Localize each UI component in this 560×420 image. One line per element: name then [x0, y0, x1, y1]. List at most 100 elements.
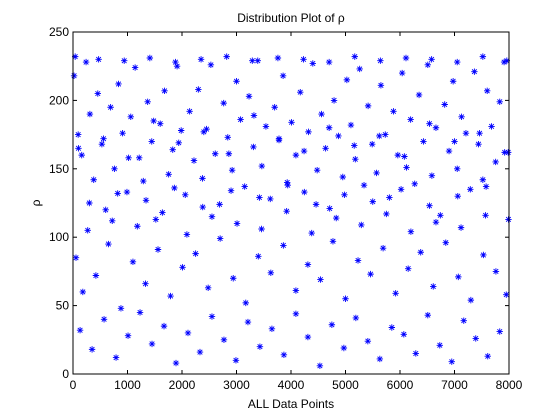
data-point	[313, 166, 321, 174]
x-tick-label: 3000	[223, 378, 250, 392]
data-point	[200, 128, 207, 136]
x-tick-label: 0	[70, 378, 77, 392]
data-point	[134, 223, 141, 230]
data-point	[449, 78, 457, 85]
data-point	[325, 124, 333, 131]
data-point	[403, 164, 410, 171]
data-point	[230, 275, 237, 282]
data-point	[250, 143, 257, 151]
data-point	[386, 194, 393, 201]
data-point	[84, 227, 91, 234]
data-point	[377, 82, 385, 89]
data-point	[136, 309, 144, 316]
data-point	[127, 113, 134, 121]
data-point	[471, 68, 478, 75]
y-tick-label: 250	[49, 25, 69, 39]
data-point	[165, 171, 172, 178]
data-point	[79, 288, 87, 296]
data-point	[428, 172, 436, 179]
data-point	[204, 284, 212, 292]
data-point	[340, 344, 348, 352]
data-point	[309, 60, 316, 67]
data-point	[241, 183, 248, 190]
data-point	[411, 180, 418, 188]
data-point	[501, 149, 508, 156]
x-tick-label: 6000	[387, 378, 414, 392]
data-point	[216, 235, 224, 242]
data-point	[317, 276, 324, 283]
data-point	[426, 202, 433, 209]
data-point	[479, 176, 487, 183]
data-point	[462, 130, 470, 137]
data-point	[454, 192, 461, 200]
data-point	[183, 231, 191, 238]
data-point	[95, 56, 102, 63]
data-point	[190, 157, 198, 164]
data-point	[404, 265, 412, 272]
data-point	[284, 182, 291, 189]
data-point	[369, 140, 376, 148]
data-point	[228, 166, 236, 174]
data-point	[492, 268, 500, 275]
data-point	[121, 57, 128, 64]
data-point	[415, 91, 423, 99]
data-point	[71, 53, 79, 60]
data-point	[504, 149, 512, 156]
data-point	[144, 98, 151, 105]
data-point	[424, 61, 431, 69]
data-point	[377, 57, 384, 64]
y-tick-label: 50	[56, 299, 70, 313]
data-point	[505, 216, 512, 223]
data-point	[154, 246, 162, 253]
data-point	[383, 210, 390, 218]
data-point	[445, 147, 453, 155]
data-point	[232, 357, 240, 364]
data-point	[455, 273, 462, 281]
data-point	[304, 261, 312, 268]
data-point	[268, 325, 276, 333]
data-point	[430, 283, 437, 290]
data-point	[300, 56, 307, 63]
data-point	[480, 251, 487, 259]
data-point	[475, 140, 482, 148]
data-point	[301, 188, 308, 196]
data-point	[275, 136, 283, 144]
x-axis-ticks: 0 1000 2000 3000 4000 5000 6000 7000 8000	[70, 32, 523, 392]
data-point	[98, 140, 106, 148]
data-point	[379, 244, 387, 252]
data-point	[171, 184, 178, 192]
data-point	[196, 348, 204, 356]
data-point	[484, 353, 491, 360]
data-point	[279, 72, 287, 79]
data-point	[267, 195, 274, 203]
data-point	[220, 336, 228, 343]
data-point	[94, 90, 101, 97]
data-point	[105, 240, 112, 248]
data-point	[82, 58, 90, 66]
data-point	[496, 328, 503, 335]
data-point	[376, 132, 383, 140]
data-point	[160, 322, 168, 330]
data-point	[167, 292, 174, 300]
data-point	[140, 177, 147, 185]
data-point	[316, 362, 324, 369]
data-point	[326, 205, 333, 212]
data-point	[397, 186, 405, 193]
data-point	[148, 138, 155, 145]
data-point	[175, 139, 182, 147]
y-tick-label: 0	[62, 367, 69, 381]
data-point	[150, 117, 157, 125]
data-point	[482, 212, 489, 219]
data-point	[227, 187, 235, 194]
data-point	[131, 64, 139, 71]
data-point	[157, 120, 164, 127]
data-point	[428, 56, 435, 63]
data-point	[376, 355, 384, 363]
data-point	[223, 53, 230, 60]
data-point	[208, 213, 216, 220]
data-point	[503, 57, 511, 64]
x-axis-label: ALL Data Points	[248, 397, 334, 411]
data-point	[199, 203, 206, 211]
data-point	[492, 158, 499, 166]
data-point	[256, 343, 264, 350]
